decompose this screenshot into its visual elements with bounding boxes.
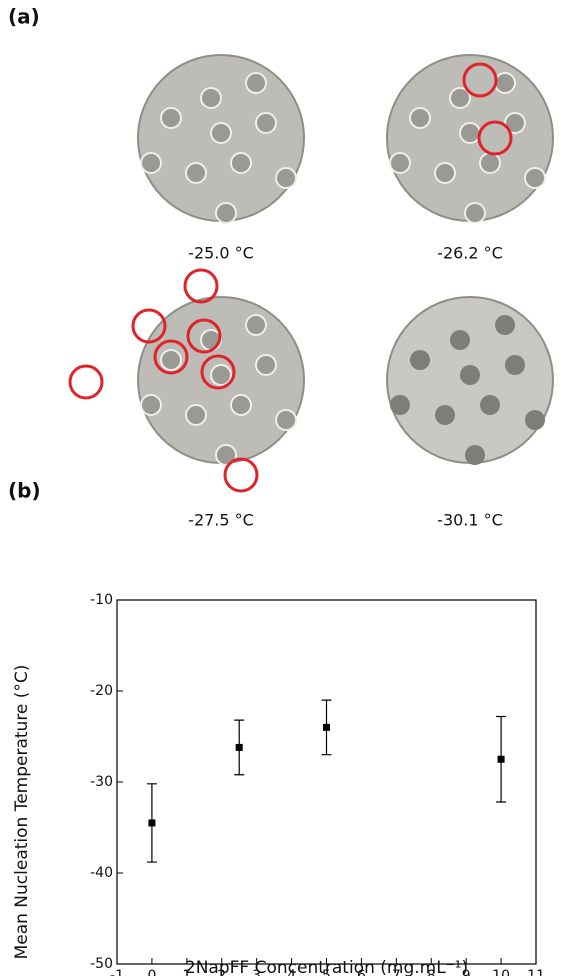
highlight-ring xyxy=(462,62,498,98)
droplet xyxy=(479,152,501,174)
x-tick-label: 8 xyxy=(427,968,436,976)
droplet xyxy=(494,72,516,94)
droplet xyxy=(255,112,277,134)
y-tick-label: -10 xyxy=(90,592,113,608)
droplet xyxy=(504,112,526,134)
droplet xyxy=(140,394,162,416)
x-tick-label: 3 xyxy=(252,968,261,976)
highlight-ring xyxy=(68,364,104,400)
droplet xyxy=(434,162,456,184)
y-axis-label: Mean Nucleation Temperature (°C) xyxy=(12,665,32,960)
image-caption: -27.5 °C xyxy=(188,511,254,530)
x-tick-label: 0 xyxy=(147,968,156,976)
image-caption: -30.1 °C xyxy=(437,511,503,530)
droplet xyxy=(140,152,162,174)
droplet xyxy=(230,394,252,416)
highlight-ring xyxy=(153,339,189,375)
droplet xyxy=(245,314,267,336)
droplet xyxy=(450,330,470,350)
droplet xyxy=(465,445,485,465)
x-axis-label: 2NapFF Concentration (mg.mL⁻¹) xyxy=(185,958,468,976)
droplet xyxy=(449,87,471,109)
highlight-ring xyxy=(223,457,259,493)
x-tick-label: 5 xyxy=(322,968,331,976)
droplet xyxy=(255,354,277,376)
droplet xyxy=(524,167,546,189)
droplet xyxy=(525,410,545,430)
droplet xyxy=(459,122,481,144)
highlight-ring xyxy=(477,120,513,156)
x-tick-label: 9 xyxy=(462,968,471,976)
droplet xyxy=(390,395,410,415)
highlight-ring xyxy=(186,318,222,354)
highlight-ring xyxy=(183,268,219,304)
x-tick-label: 6 xyxy=(357,968,366,976)
highlight-ring xyxy=(200,354,236,390)
droplet xyxy=(460,365,480,385)
plot-frame xyxy=(116,599,537,965)
y-tick-label: -50 xyxy=(90,956,113,972)
droplet xyxy=(410,350,430,370)
droplet xyxy=(505,355,525,375)
x-tick-label: 4 xyxy=(287,968,296,976)
droplet xyxy=(435,405,455,425)
droplet xyxy=(215,444,237,466)
y-tick-label: -20 xyxy=(90,683,113,699)
data-point xyxy=(323,723,330,731)
data-point xyxy=(497,755,505,763)
droplet xyxy=(230,152,252,174)
highlight-ring xyxy=(131,308,167,344)
droplet xyxy=(389,152,411,174)
droplet xyxy=(464,202,486,224)
image-caption: -26.2 °C xyxy=(437,244,503,263)
droplet xyxy=(185,162,207,184)
droplet xyxy=(210,122,232,144)
x-tick-label: 11 xyxy=(527,968,545,976)
droplet xyxy=(185,404,207,426)
image-caption: -25.0 °C xyxy=(188,244,254,263)
droplet xyxy=(495,315,515,335)
x-tick-label: 1 xyxy=(182,968,191,976)
droplet xyxy=(215,202,237,224)
droplet xyxy=(200,87,222,109)
droplet xyxy=(480,395,500,415)
x-tick-label: 10 xyxy=(492,968,510,976)
panel-label: (b) xyxy=(8,479,41,503)
panel-label: (a) xyxy=(8,5,40,29)
droplet xyxy=(245,72,267,94)
x-tick-label: 2 xyxy=(217,968,226,976)
y-tick-label: -40 xyxy=(90,865,113,881)
droplet xyxy=(275,409,297,431)
y-tick-label: -30 xyxy=(90,774,113,790)
droplet xyxy=(210,364,232,386)
data-point xyxy=(235,743,243,751)
droplet xyxy=(160,349,182,371)
x-tick-label: 7 xyxy=(392,968,401,976)
data-point xyxy=(148,819,156,827)
droplet xyxy=(409,107,431,129)
droplet xyxy=(160,107,182,129)
droplet xyxy=(275,167,297,189)
